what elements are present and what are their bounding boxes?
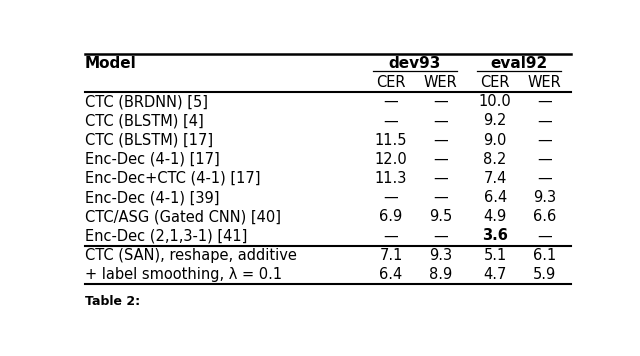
Text: 11.5: 11.5 [375,132,407,147]
Text: —: — [538,171,552,186]
Text: —: — [538,152,552,167]
Text: WER: WER [424,75,458,90]
Text: + label smoothing, λ = 0.1: + label smoothing, λ = 0.1 [85,267,282,282]
Text: 9.0: 9.0 [483,132,507,147]
Text: 10.0: 10.0 [479,94,511,109]
Text: —: — [538,229,552,244]
Text: —: — [383,113,398,129]
Text: Enc-Dec (4-1) [39]: Enc-Dec (4-1) [39] [85,190,220,205]
Text: 4.9: 4.9 [484,209,507,224]
Text: —: — [433,132,448,147]
Text: CTC (SAN), reshape, additive: CTC (SAN), reshape, additive [85,248,297,263]
Text: CER: CER [481,75,510,90]
Text: 6.4: 6.4 [380,267,403,282]
Text: Enc-Dec (4-1) [17]: Enc-Dec (4-1) [17] [85,152,220,167]
Text: dev93: dev93 [388,56,441,71]
Text: —: — [433,94,448,109]
Text: —: — [383,229,398,244]
Text: eval92: eval92 [490,56,548,71]
Text: 6.1: 6.1 [533,248,556,263]
Text: —: — [433,190,448,205]
Text: 5.1: 5.1 [484,248,507,263]
Text: Model: Model [85,56,137,71]
Text: —: — [538,94,552,109]
Text: —: — [433,152,448,167]
Text: —: — [538,113,552,129]
Text: CTC (BRDNN) [5]: CTC (BRDNN) [5] [85,94,208,109]
Text: —: — [433,229,448,244]
Text: —: — [383,94,398,109]
Text: 4.7: 4.7 [483,267,507,282]
Text: Enc-Dec+CTC (4-1) [17]: Enc-Dec+CTC (4-1) [17] [85,171,260,186]
Text: CTC (BLSTM) [17]: CTC (BLSTM) [17] [85,132,213,147]
Text: 5.9: 5.9 [533,267,556,282]
Text: 9.3: 9.3 [533,190,556,205]
Text: 8.2: 8.2 [483,152,507,167]
Text: CER: CER [376,75,406,90]
Text: —: — [538,132,552,147]
Text: 11.3: 11.3 [375,171,407,186]
Text: CTC/ASG (Gated CNN) [40]: CTC/ASG (Gated CNN) [40] [85,209,281,224]
Text: —: — [383,190,398,205]
Text: 9.2: 9.2 [483,113,507,129]
Text: —: — [433,171,448,186]
Text: —: — [433,113,448,129]
Text: 7.4: 7.4 [483,171,507,186]
Text: Table 2:: Table 2: [85,295,140,308]
Text: 7.1: 7.1 [380,248,403,263]
Text: 8.9: 8.9 [429,267,452,282]
Text: 6.6: 6.6 [533,209,556,224]
Text: WER: WER [528,75,562,90]
Text: 3.6: 3.6 [482,229,508,244]
Text: 6.9: 6.9 [380,209,403,224]
Text: CTC (BLSTM) [4]: CTC (BLSTM) [4] [85,113,204,129]
Text: 6.4: 6.4 [484,190,507,205]
Text: Enc-Dec (2,1,3-1) [41]: Enc-Dec (2,1,3-1) [41] [85,229,247,244]
Text: 12.0: 12.0 [374,152,408,167]
Text: 9.3: 9.3 [429,248,452,263]
Text: 9.5: 9.5 [429,209,452,224]
